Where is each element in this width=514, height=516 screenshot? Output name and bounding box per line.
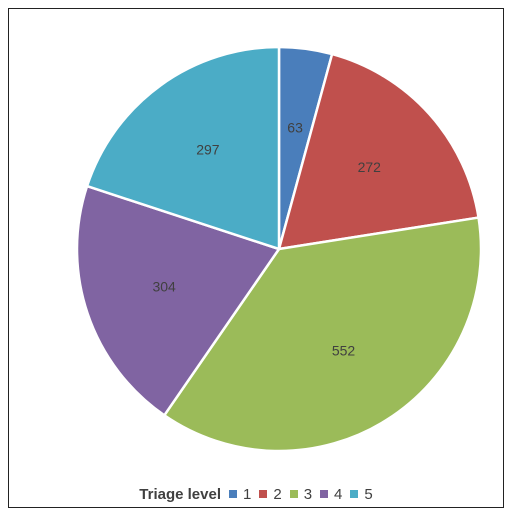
pie-slice-4 (75, 184, 281, 417)
legend-label-2: 2 (273, 485, 282, 503)
legend-swatch-3 (289, 490, 298, 498)
pie-slice-5 (85, 45, 281, 251)
legend-swatch-1 (229, 490, 237, 498)
data-label-3: 552 (332, 342, 356, 358)
legend-item-4: 4 (320, 486, 342, 503)
legend-label-1: 1 (243, 485, 252, 503)
legend: Triage level 1 2 3 4 5 (9, 483, 503, 505)
legend-title: Triage level (139, 485, 221, 503)
pie-chart: 63 272 552 304 297 (75, 45, 483, 453)
data-label-2: 272 (358, 159, 382, 175)
data-label-5: 297 (196, 142, 220, 158)
legend-swatch-4 (320, 490, 329, 498)
legend-item-5: 5 (350, 485, 373, 503)
legend-label-4: 4 (334, 485, 343, 503)
legend-items: 1 2 3 4 5 (229, 486, 373, 503)
pie-slice-2 (277, 52, 480, 251)
legend-swatch-5 (350, 490, 359, 498)
legend-label-5: 5 (364, 485, 373, 503)
legend-item-3: 3 (289, 485, 313, 503)
data-label-4: 304 (152, 278, 176, 294)
legend-item-1: 1 (229, 486, 251, 503)
legend-label-3: 3 (303, 485, 313, 503)
pie-slice-3 (163, 216, 483, 453)
legend-item-2: 2 (259, 485, 282, 503)
data-label-1: 63 (287, 120, 303, 136)
chart-frame: 63 272 552 304 297 Triage level 1 2 3 4 5 (8, 8, 504, 508)
legend-swatch-2 (259, 490, 268, 498)
